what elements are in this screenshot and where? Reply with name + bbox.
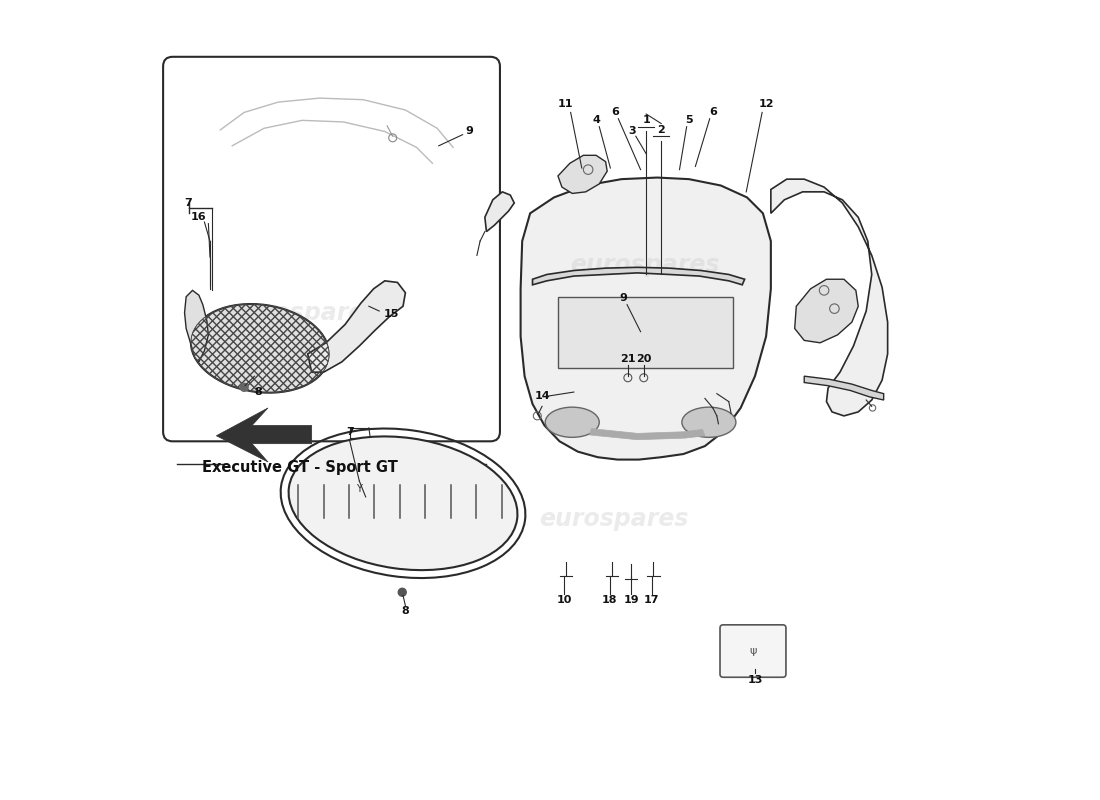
Text: 9: 9 bbox=[619, 294, 627, 303]
Text: ψ: ψ bbox=[749, 646, 757, 656]
Text: 16: 16 bbox=[191, 212, 207, 222]
Text: 4: 4 bbox=[592, 115, 600, 126]
Polygon shape bbox=[520, 178, 771, 459]
Polygon shape bbox=[804, 376, 883, 400]
Polygon shape bbox=[185, 290, 208, 362]
Text: 7: 7 bbox=[185, 198, 192, 208]
Text: 3: 3 bbox=[628, 126, 636, 137]
Text: 1: 1 bbox=[642, 115, 650, 126]
Text: 20: 20 bbox=[636, 354, 651, 364]
Text: eurospares: eurospares bbox=[571, 253, 720, 277]
FancyBboxPatch shape bbox=[163, 57, 500, 442]
Text: 19: 19 bbox=[624, 595, 639, 605]
Text: Executive GT - Sport GT: Executive GT - Sport GT bbox=[201, 459, 398, 474]
Polygon shape bbox=[217, 408, 311, 462]
Text: 9: 9 bbox=[465, 126, 473, 137]
Text: 12: 12 bbox=[758, 99, 773, 110]
Polygon shape bbox=[485, 192, 515, 231]
Text: 8: 8 bbox=[402, 606, 409, 615]
Text: 11: 11 bbox=[558, 99, 573, 110]
Ellipse shape bbox=[546, 407, 600, 438]
FancyBboxPatch shape bbox=[558, 297, 733, 368]
FancyBboxPatch shape bbox=[720, 625, 785, 678]
Text: 18: 18 bbox=[602, 595, 617, 605]
Polygon shape bbox=[308, 281, 406, 372]
Text: 15: 15 bbox=[384, 309, 399, 319]
Text: 7: 7 bbox=[345, 426, 354, 437]
Circle shape bbox=[398, 588, 406, 596]
Ellipse shape bbox=[288, 437, 517, 570]
Polygon shape bbox=[771, 179, 888, 416]
Text: 21: 21 bbox=[620, 354, 636, 364]
Ellipse shape bbox=[191, 304, 329, 393]
Polygon shape bbox=[590, 429, 705, 440]
Polygon shape bbox=[794, 279, 858, 342]
Polygon shape bbox=[532, 267, 745, 285]
Text: eurospares: eurospares bbox=[539, 507, 689, 531]
Text: 17: 17 bbox=[644, 595, 659, 605]
Text: 10: 10 bbox=[557, 595, 572, 605]
Circle shape bbox=[240, 383, 249, 391]
Text: 13: 13 bbox=[747, 674, 762, 685]
Text: 14: 14 bbox=[535, 391, 550, 401]
Text: 8: 8 bbox=[254, 387, 262, 397]
Text: 5: 5 bbox=[685, 115, 693, 126]
Text: eurospares: eurospares bbox=[229, 301, 378, 325]
Text: Y: Y bbox=[356, 484, 362, 494]
Ellipse shape bbox=[682, 407, 736, 438]
Text: 6: 6 bbox=[708, 107, 717, 118]
Text: 6: 6 bbox=[612, 107, 619, 118]
Polygon shape bbox=[558, 155, 607, 194]
Text: 2: 2 bbox=[658, 125, 666, 135]
